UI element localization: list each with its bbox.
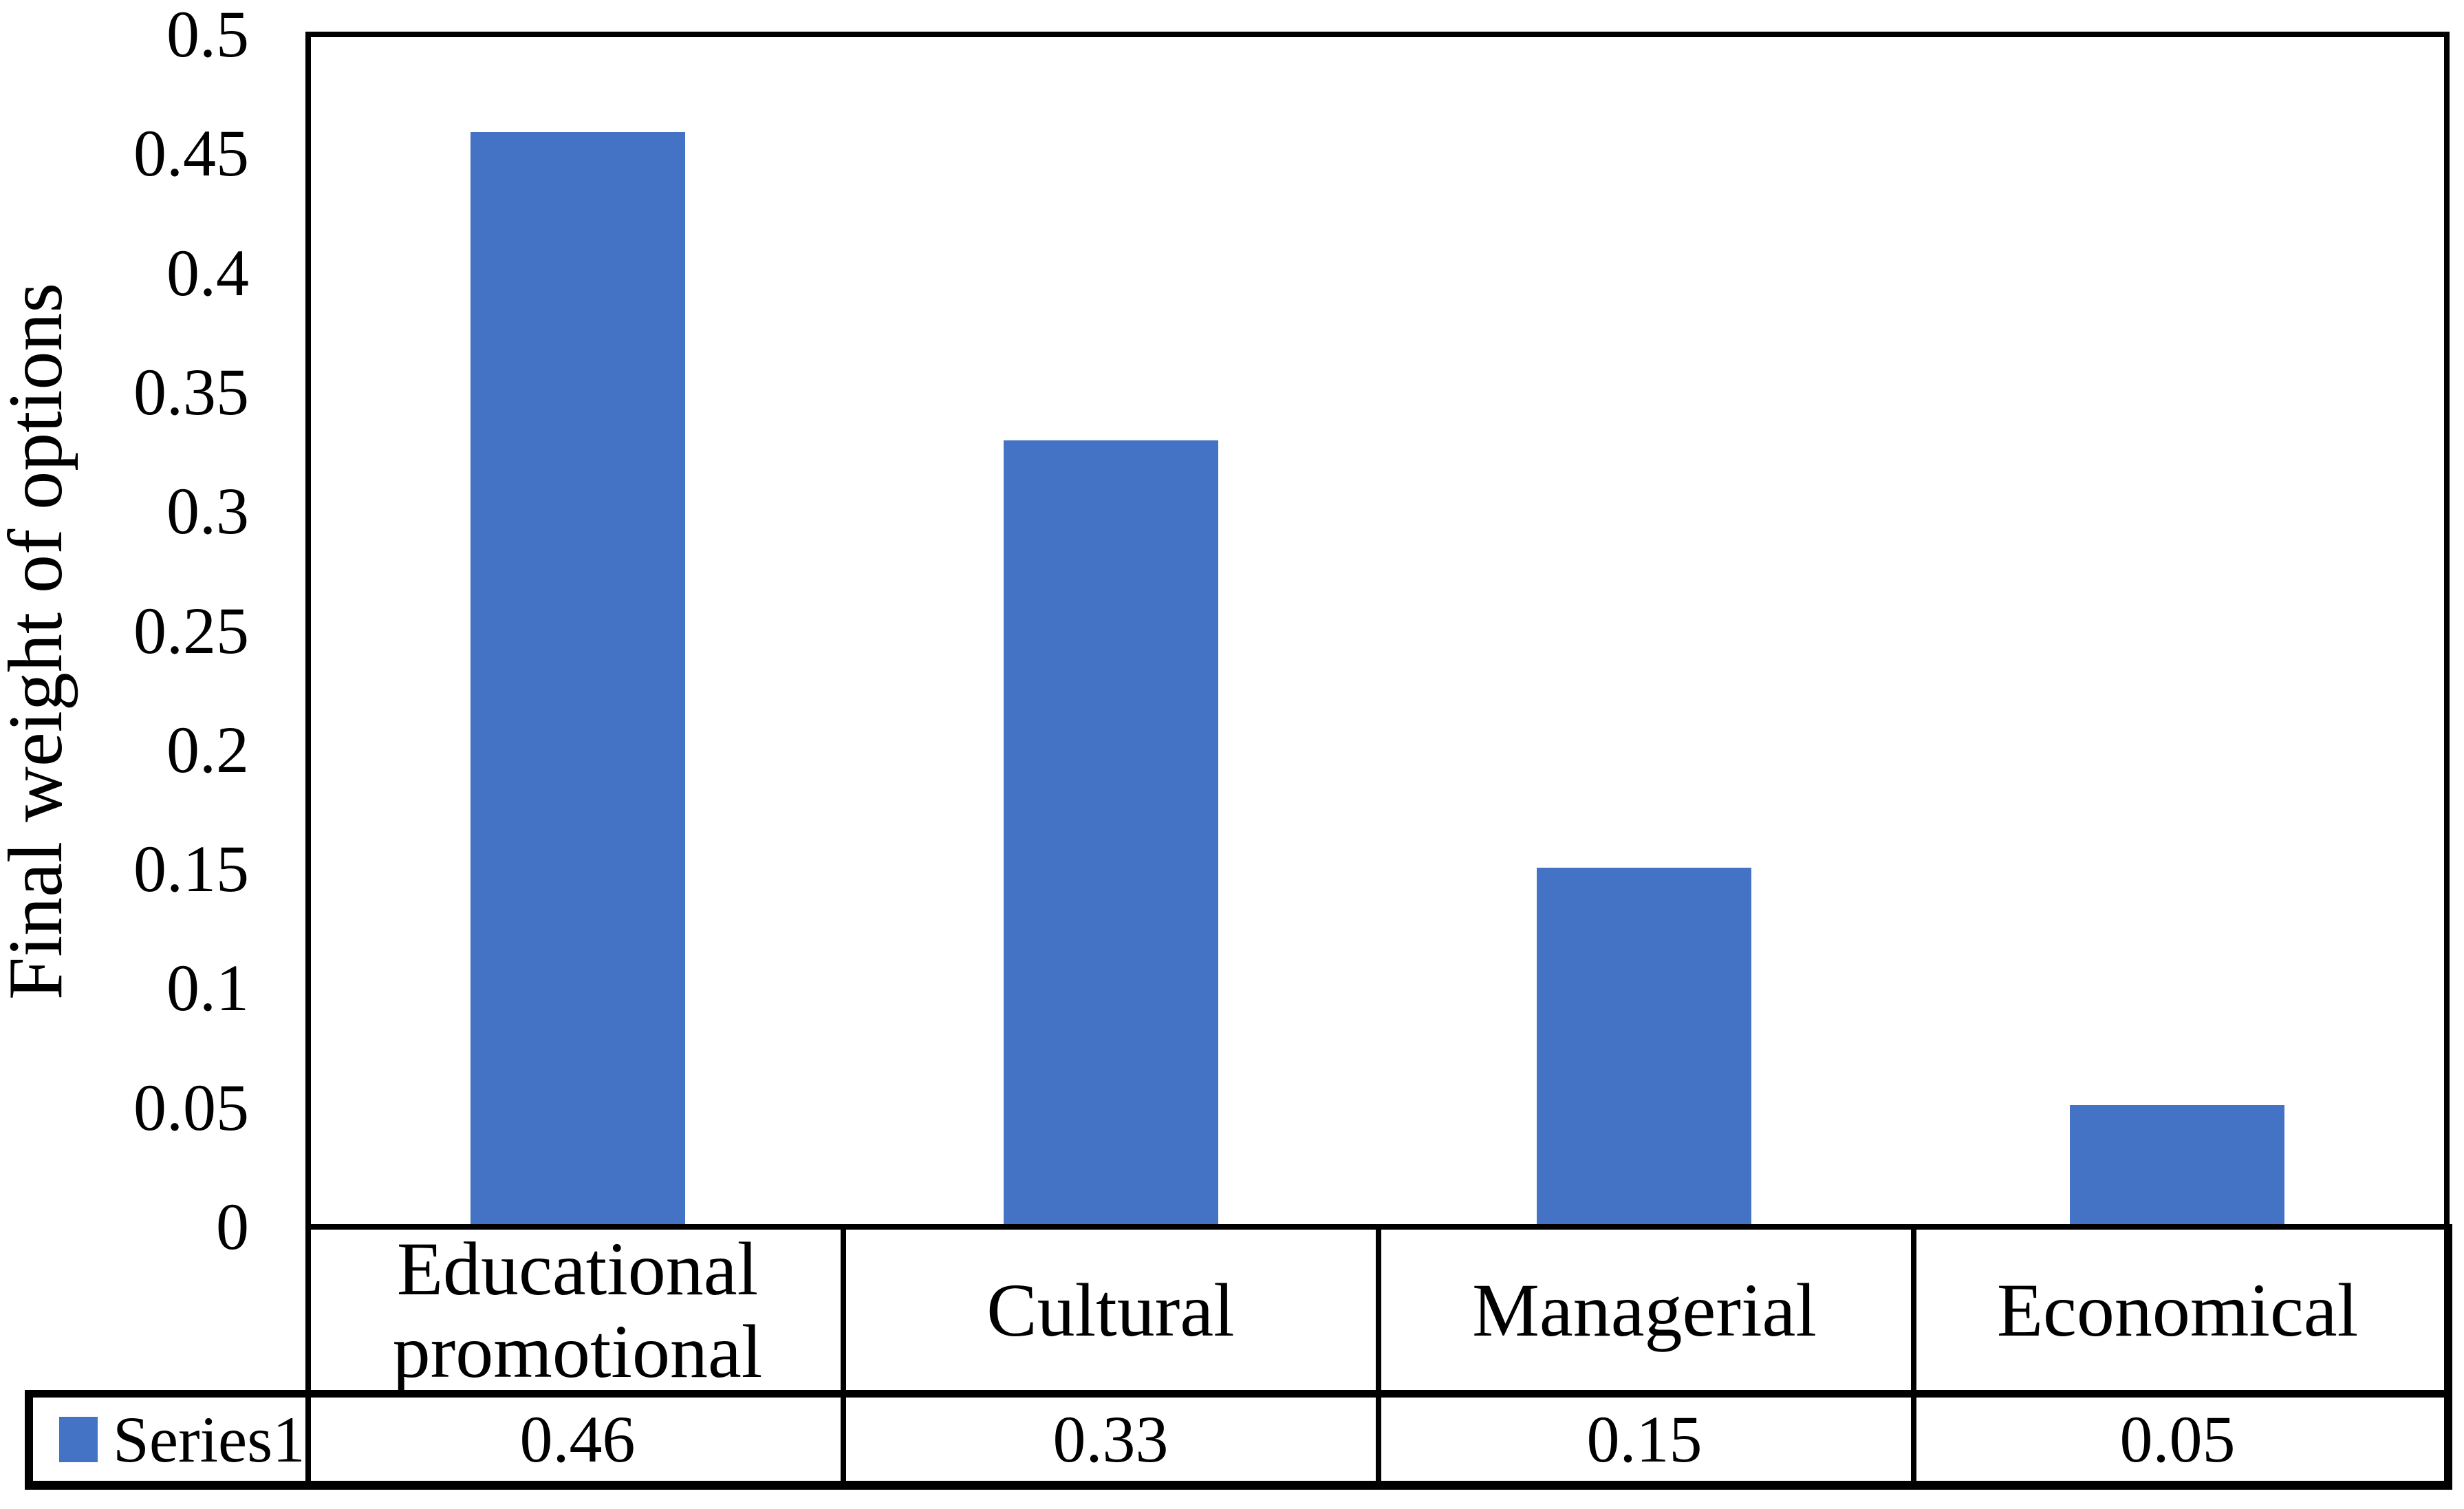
y-tick-label: 0 (216, 1190, 249, 1263)
bar-3 (2070, 1105, 2284, 1224)
row-divider-line (25, 1390, 2452, 1398)
data-table-value-0: 0.46 (519, 1402, 636, 1476)
legend-series-label: Series1 (113, 1403, 305, 1476)
y-tick-label: 0.4 (166, 235, 249, 310)
y-tick-label: 0.25 (133, 593, 249, 667)
legend-series-swatch (59, 1417, 98, 1462)
y-tick-label: 0.3 (166, 474, 249, 548)
column-divider-3 (1911, 1224, 1916, 1490)
bar-2 (1537, 868, 1751, 1224)
y-tick-label: 0.05 (133, 1070, 249, 1144)
legend-cell-left-border (25, 1390, 33, 1490)
column-divider-1 (841, 1224, 846, 1490)
table-bottom-border (25, 1481, 2452, 1490)
y-tick-label: 0.5 (166, 0, 249, 71)
bars-group (311, 37, 2444, 1224)
data-table-value-3: 0.05 (2119, 1402, 2236, 1476)
category-label-2: Managerial (1472, 1268, 1817, 1352)
data-table-value-1: 0.33 (1052, 1402, 1169, 1476)
bar-1 (1004, 440, 1218, 1224)
y-tick-label: 0.15 (133, 832, 249, 906)
data-table-value-2: 0.15 (1586, 1402, 1703, 1476)
category-label-3: Economical (1996, 1268, 2359, 1352)
bar-0 (471, 132, 685, 1224)
category-label-0: Educational promotional (392, 1227, 763, 1393)
y-tick-label: 0.2 (166, 712, 249, 786)
category-label-1: Cultural (986, 1268, 1235, 1352)
legend-cell: Series1 (33, 1398, 305, 1481)
plot-area (305, 32, 2450, 1230)
column-divider-2 (1376, 1224, 1381, 1490)
y-tick-label: 0.45 (133, 116, 249, 191)
y-tick-label: 0.35 (133, 354, 249, 429)
table-right-border (2444, 1224, 2452, 1490)
y-tick-label: 0.1 (166, 951, 249, 1025)
column-divider-axis (305, 1224, 311, 1490)
